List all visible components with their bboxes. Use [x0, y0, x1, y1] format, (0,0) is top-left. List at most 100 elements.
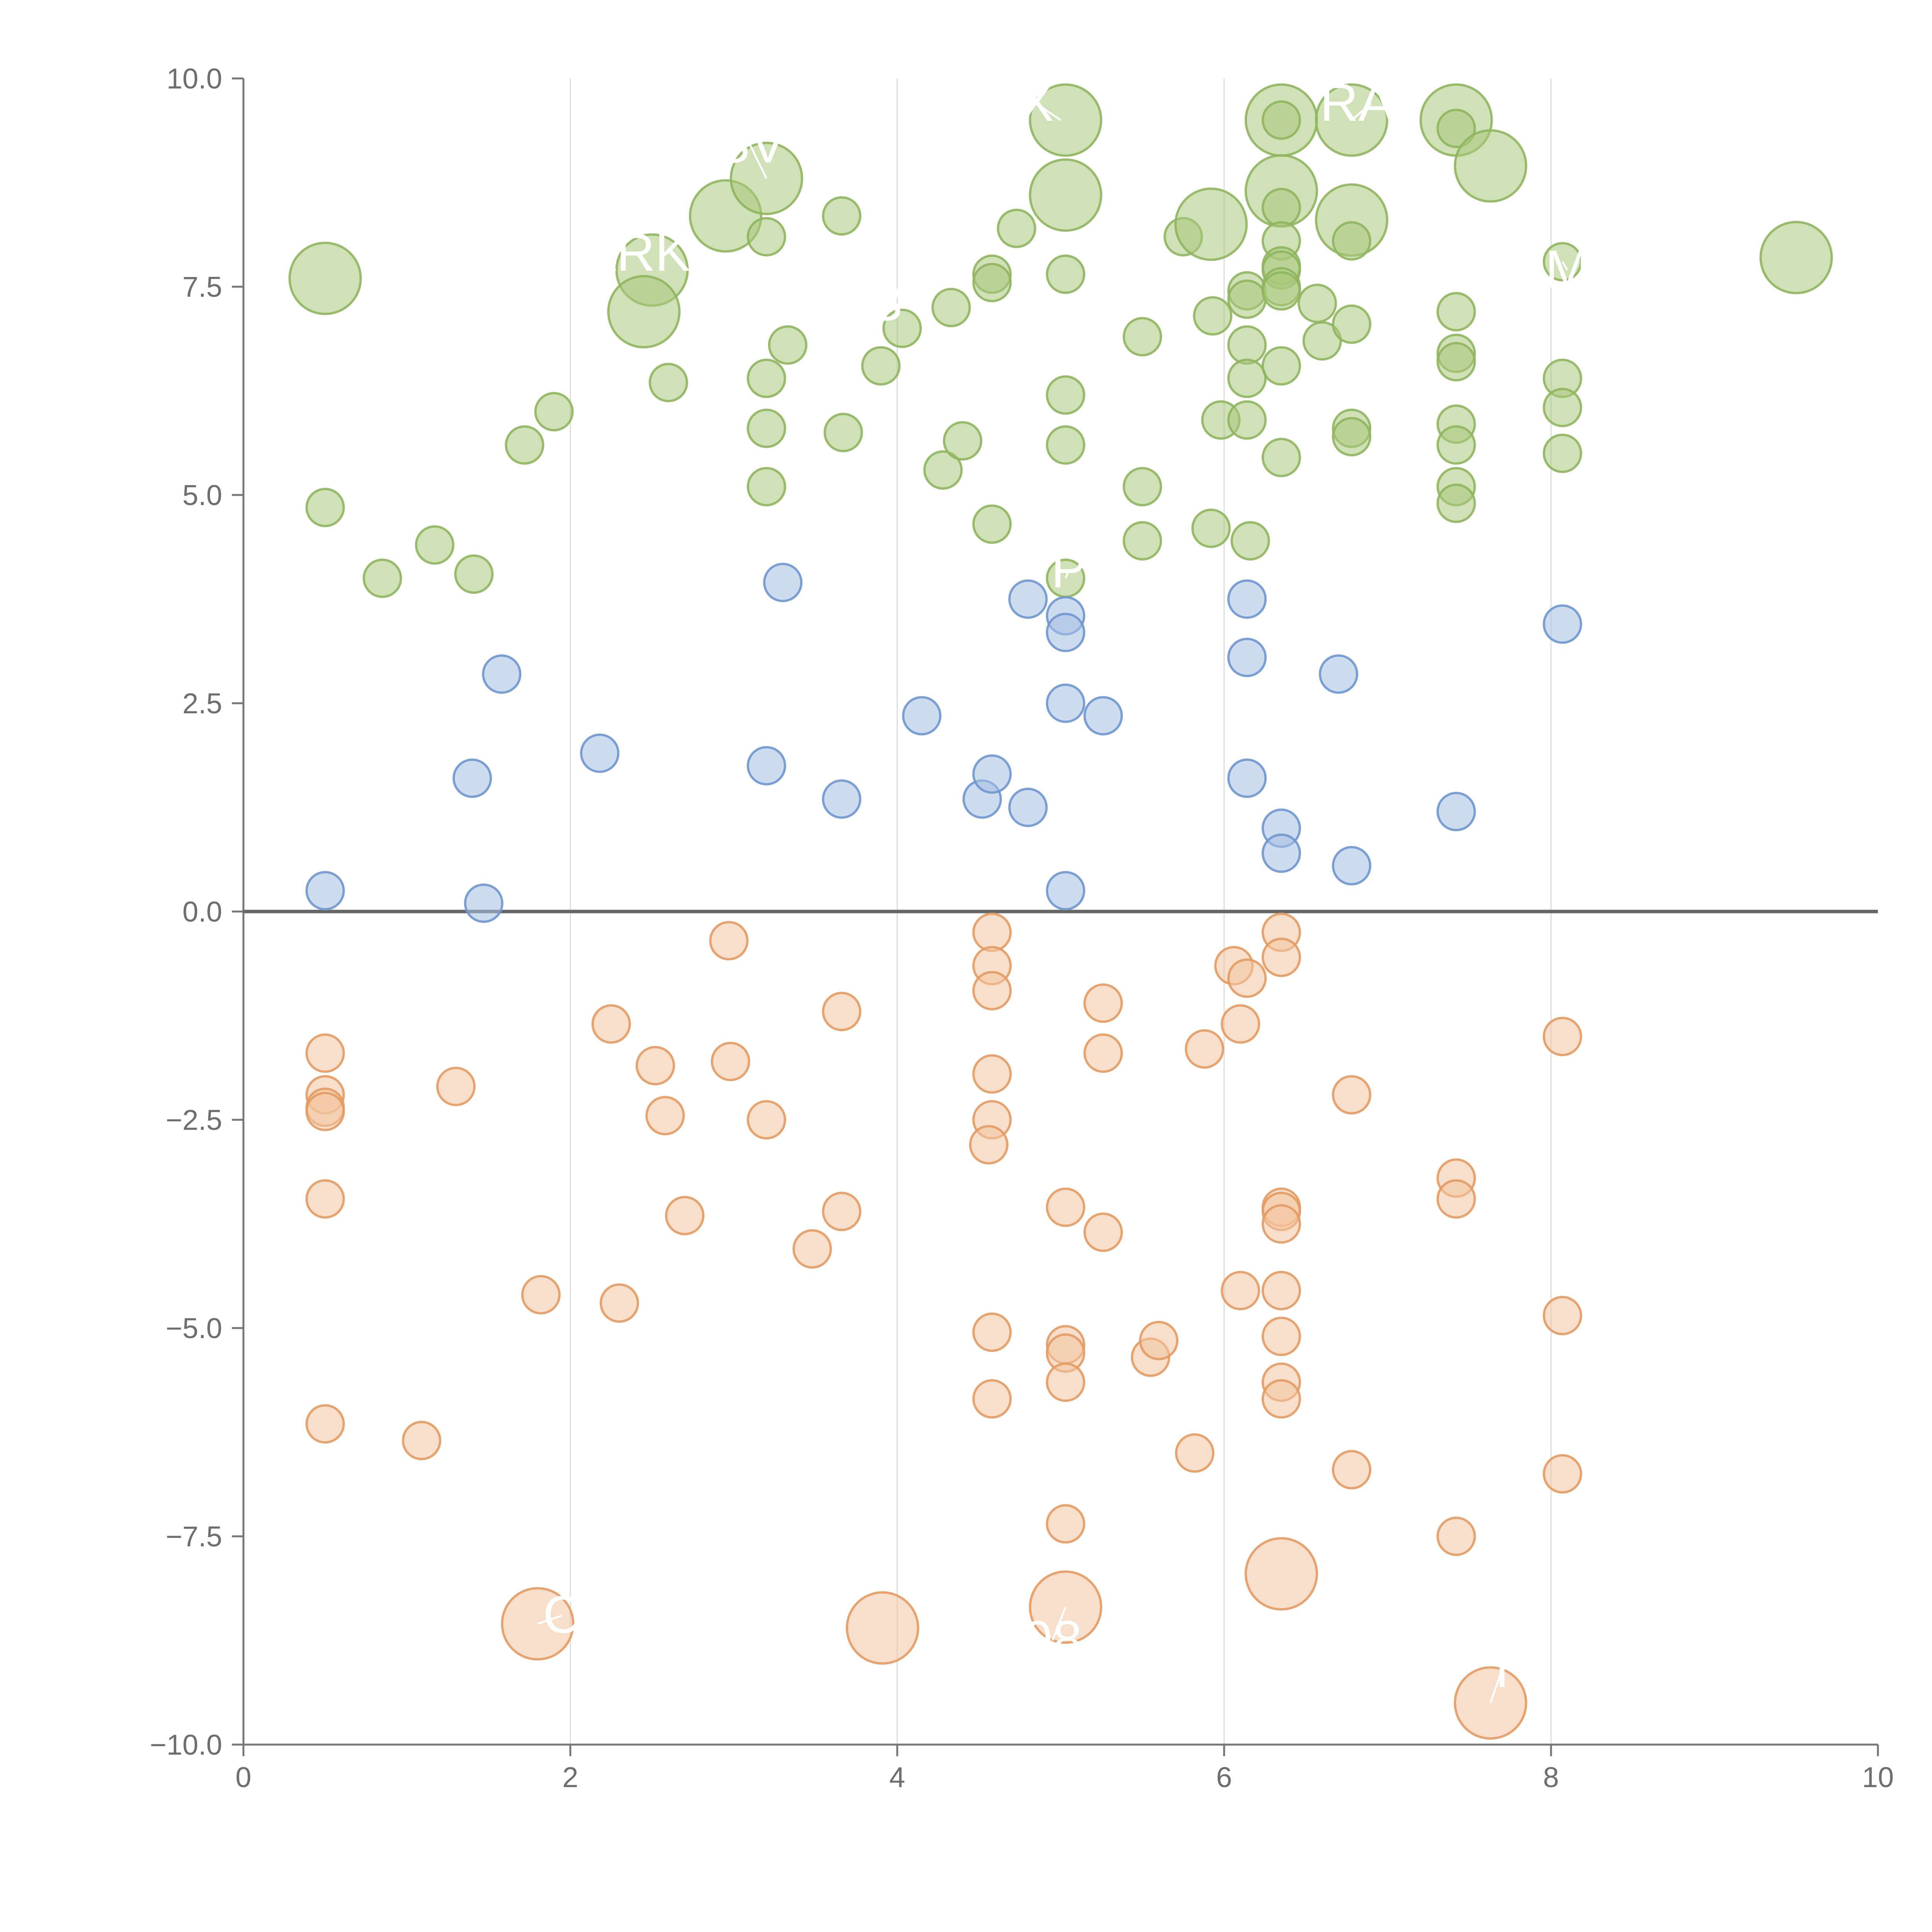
bubble-point-high: [747, 359, 786, 398]
bubble-point-high: [362, 558, 402, 598]
bubble-point-low: [635, 1046, 675, 1085]
annotation-leader-line: [1065, 570, 1070, 579]
bubble-point-mid: [1046, 871, 1085, 911]
bubble-point-low: [665, 1196, 705, 1235]
bubble-point-high: [1332, 221, 1371, 261]
bubble-point-high: [1230, 521, 1270, 561]
bubble-point-mid: [1227, 579, 1267, 619]
bubble-point-high: [1759, 221, 1833, 294]
bubble-point-high: [823, 413, 863, 452]
bubble-point-high: [1227, 325, 1267, 365]
bubble-point-low: [1262, 1270, 1301, 1310]
bubble-point-high: [1543, 388, 1582, 427]
bubble-point-high: [882, 308, 922, 348]
bubble-point-high: [1029, 83, 1102, 157]
bubble-point-mid: [305, 871, 345, 911]
bubble-point-high: [747, 408, 786, 448]
annotation-label: C: [543, 1585, 582, 1645]
annotation-label: GB: [826, 273, 903, 332]
bubble-point-high: [1262, 100, 1301, 140]
annotation-label: SV: [714, 114, 786, 174]
bubble-point-mid: [1046, 612, 1085, 652]
y-tick-label: −7.5: [166, 1520, 222, 1553]
annotation-leader-line: [749, 145, 767, 179]
bubble-point-low: [969, 1125, 1009, 1165]
bubble-point-low: [1046, 1187, 1085, 1227]
bubble-point-mid: [452, 759, 492, 798]
bubble-point-high: [648, 362, 688, 402]
bubble-point-low: [1332, 1075, 1371, 1115]
bubble-point-low: [521, 1275, 561, 1315]
annotation-layer: X RAT SV ARK GB M P C 08 T: [537, 73, 1590, 1704]
bubble-point-low: [1436, 1179, 1476, 1219]
bubble-point-low: [972, 912, 1012, 952]
bubble-point-mid: [1227, 759, 1267, 798]
y-tick-label: −2.5: [166, 1104, 222, 1136]
bubble-point-high: [1436, 292, 1476, 332]
bubble-point-high: [1332, 304, 1371, 344]
bubble-point-high: [747, 217, 786, 257]
y-tick-label: 2.5: [182, 687, 222, 719]
bubble-point-high: [972, 263, 1012, 303]
bubble-point-low: [1262, 1379, 1301, 1419]
bubble-point-low: [1543, 1017, 1582, 1056]
bubble-point-high: [1543, 434, 1582, 473]
bubble-point-high: [1122, 467, 1162, 507]
x-tick-label: 10: [1862, 1761, 1894, 1793]
bubble-point-low: [845, 1591, 919, 1665]
bubble-point-high: [1193, 296, 1233, 336]
y-tick-label: −10.0: [150, 1729, 222, 1761]
bubble-point-low: [1175, 1433, 1214, 1473]
bubble-point-high: [1046, 254, 1085, 294]
bubble-point-high: [607, 275, 681, 349]
bubble-point-mid: [1227, 638, 1267, 677]
bubble-point-high: [1046, 425, 1085, 465]
annotation-label: 08: [1023, 1610, 1082, 1670]
bubble-point-low: [1083, 983, 1123, 1023]
bubble-point-low: [972, 971, 1012, 1010]
annotation-leader-line: [635, 253, 653, 271]
bubble-point-high: [1332, 417, 1371, 457]
axis-layer: 0 2 4 6 8 10 10.0 7.5 5.0 2.5 0.0 −2.5 −5.0 −7.5 −10.0: [150, 63, 1894, 1793]
bubble-point-high: [1454, 129, 1527, 203]
bubble-point-low: [305, 1092, 345, 1131]
bubble-point-high: [1174, 187, 1248, 261]
bubble-point-high: [931, 287, 971, 327]
bubble-point-high: [1436, 425, 1476, 465]
bubble-point-low: [822, 1192, 862, 1231]
bubble-point-low: [1227, 958, 1267, 998]
x-tick-label: 2: [562, 1761, 578, 1793]
bubble-point-mid: [482, 654, 522, 694]
y-tick-label: 7.5: [182, 271, 222, 303]
bubble-point-low: [972, 1312, 1012, 1352]
bubble-point-high: [1436, 483, 1476, 523]
bubble-point-high: [1191, 509, 1231, 548]
bubble-point-high: [943, 421, 983, 461]
bubble-point-mid: [1436, 792, 1476, 832]
annotation-leader-line: [1561, 261, 1568, 271]
bubble-point-mid: [1332, 846, 1371, 886]
bubble-point-high: [1262, 346, 1301, 386]
bubble-point-high: [1262, 271, 1301, 311]
bubble-point-high: [1122, 521, 1162, 561]
bubble-point-low: [1139, 1321, 1179, 1361]
bubble-point-low: [822, 992, 862, 1031]
x-tick-label: 0: [235, 1761, 251, 1793]
bubble-point-high: [861, 346, 901, 386]
bubble-point-high: [454, 554, 494, 594]
bubble-point-mid: [580, 733, 620, 773]
bubble-point-low: [972, 1054, 1012, 1094]
bubble-point-low: [1543, 1296, 1582, 1335]
bubble-point-mid: [763, 563, 803, 602]
annotation-label: X: [1019, 73, 1054, 133]
bubble-point-high: [1302, 321, 1342, 361]
bubble-point-low: [1185, 1029, 1225, 1069]
bubble-point-high: [1262, 437, 1301, 477]
bubble-point-mid: [1083, 696, 1123, 736]
bubble-point-low: [1221, 1270, 1260, 1310]
annotation-label: P: [1051, 539, 1087, 599]
bubble-point-high: [288, 242, 362, 315]
bubble-point-low: [1262, 937, 1301, 977]
bubble-point-high: [1227, 359, 1267, 398]
